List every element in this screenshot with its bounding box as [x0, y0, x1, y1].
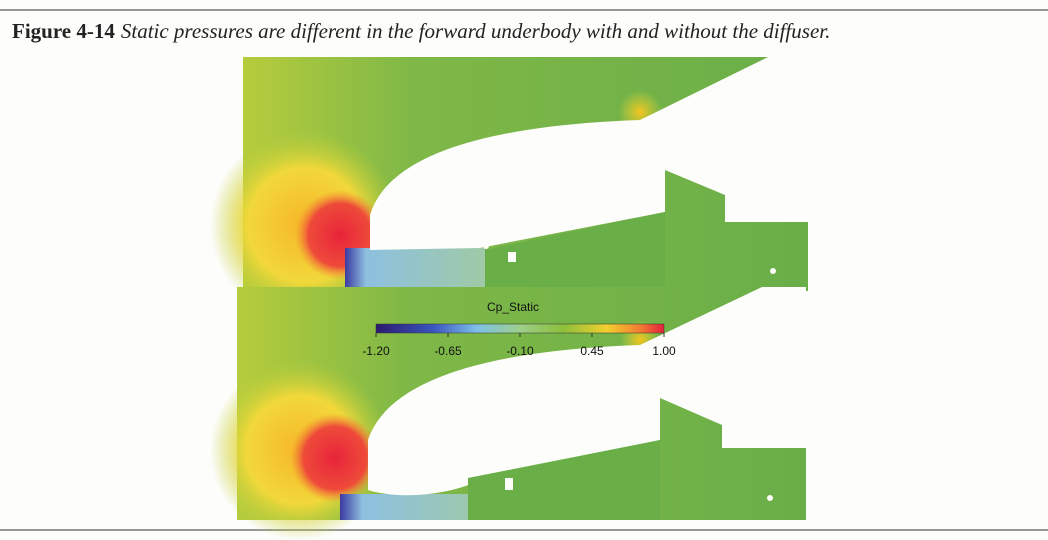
- colorbar-scale: [375, 323, 665, 334]
- figure-label: Figure 4-14: [12, 19, 115, 43]
- caption-text: Static pressures are different in the fo…: [120, 19, 831, 43]
- colorbar: Cp_Static -1.20 -0.65 -0.10 0.45 1.00: [362, 300, 676, 358]
- colorbar-tick-label: 0.45: [580, 344, 604, 358]
- colorbar-tick-label: -1.20: [362, 344, 390, 358]
- pressure-field-top: [210, 57, 808, 320]
- colorbar-title: Cp_Static: [487, 300, 539, 314]
- colorbar-tick-label: 1.00: [652, 344, 676, 358]
- colorbar-tick-label: -0.10: [506, 344, 534, 358]
- caption: Figure 4-14 Static pressures are differen…: [12, 18, 1012, 44]
- colorbar-tick-label: -0.65: [434, 344, 462, 358]
